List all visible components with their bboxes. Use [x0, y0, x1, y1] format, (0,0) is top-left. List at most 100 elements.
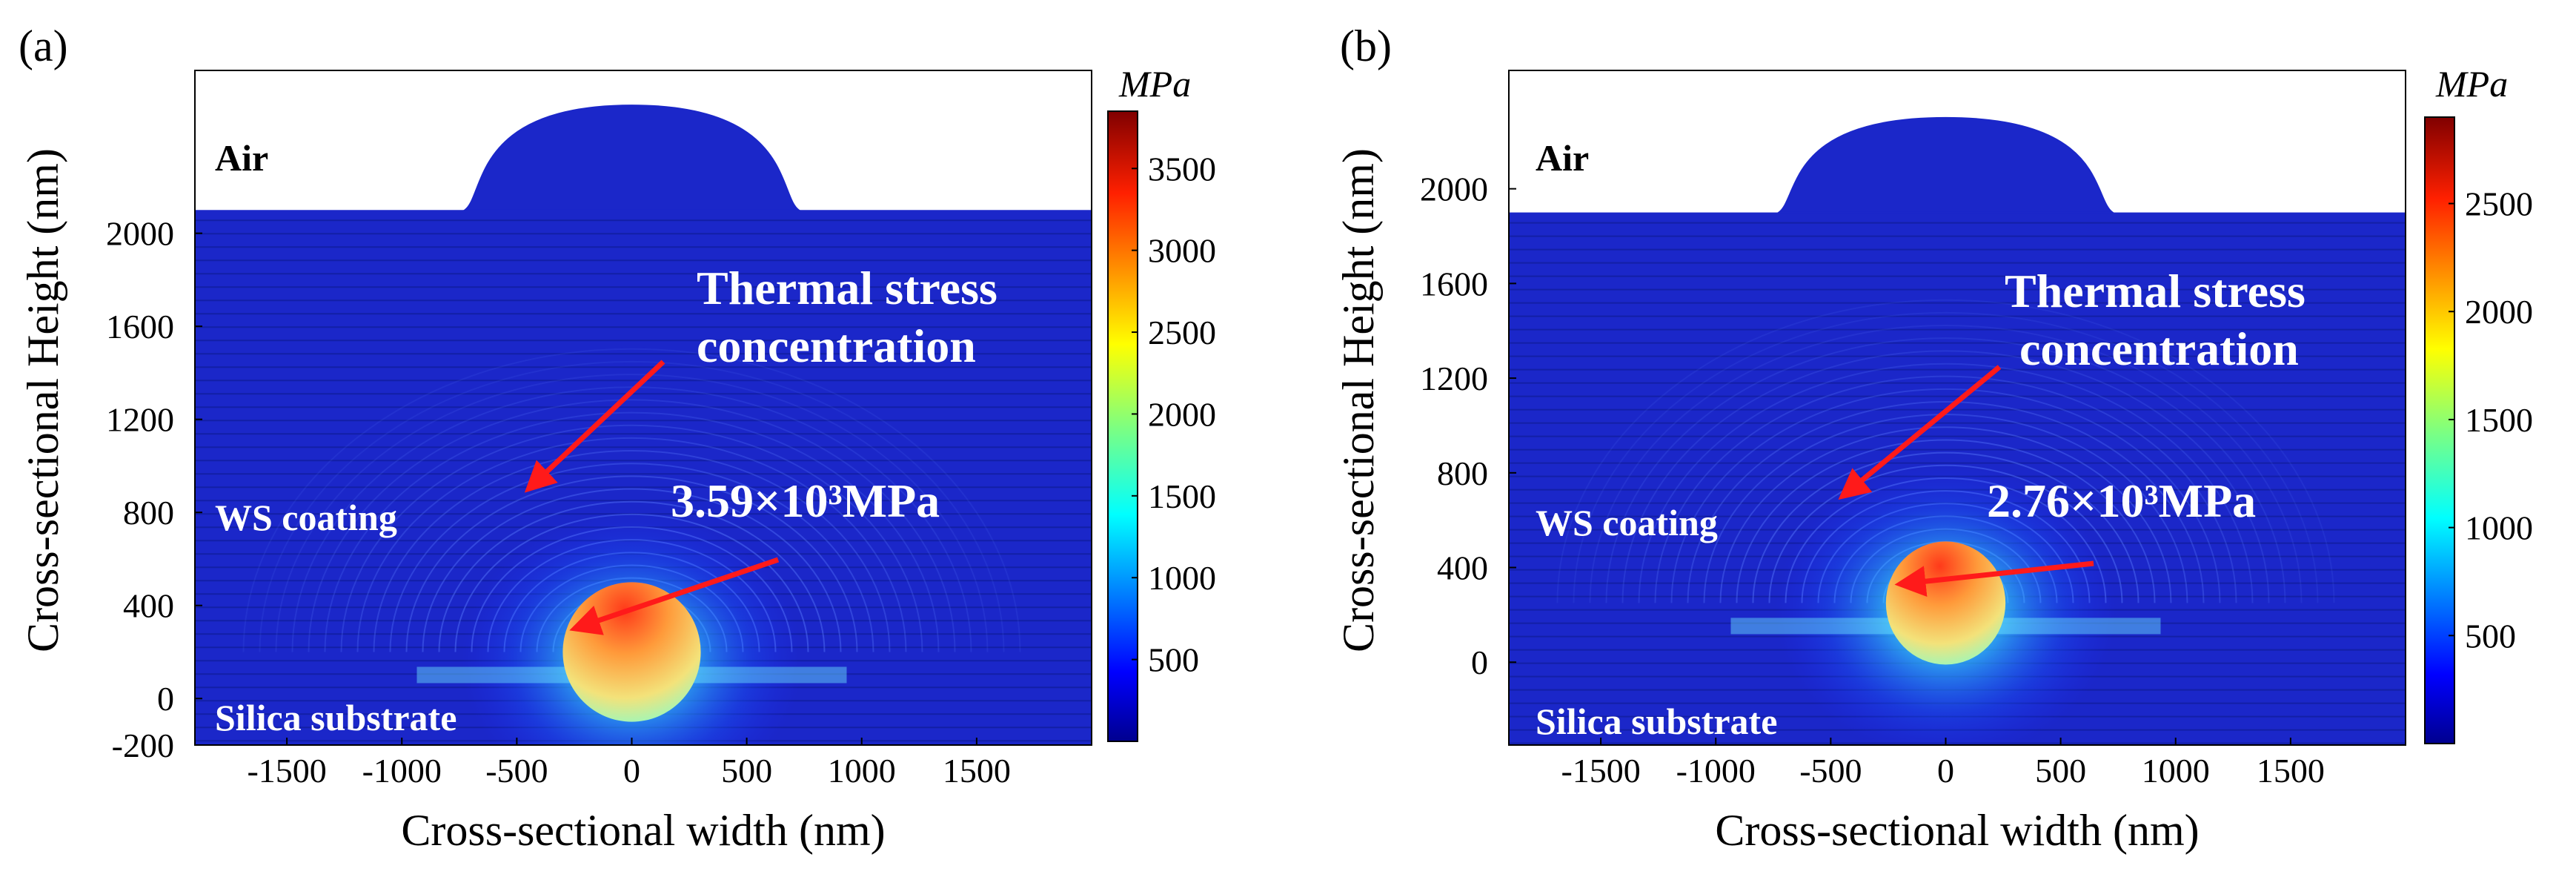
- contour-arc: [259, 360, 1005, 652]
- contour-arc: [373, 450, 891, 652]
- contour-arc: [275, 374, 989, 652]
- x-tick-label: -1500: [1561, 752, 1640, 790]
- x-tick-label: -500: [1799, 752, 1862, 790]
- annotation-stress-line2: concentration: [2019, 322, 2299, 375]
- y-tick-label: 0: [157, 680, 174, 718]
- x-axis-label: Cross-sectional width (nm): [401, 806, 885, 855]
- panel-a: -1500 -1000 -500 0 500 1000 1500 -200 0 400 800 120…: [19, 21, 1216, 855]
- y-axis-label: Cross-sectional Height (nm): [1334, 148, 1383, 652]
- x-tick-label: 500: [2035, 752, 2086, 790]
- panel-label: (a): [19, 21, 68, 70]
- x-axis-label: Cross-sectional width (nm): [1715, 806, 2199, 855]
- contour-arc: [1621, 350, 2270, 603]
- plot-border: [194, 70, 1092, 746]
- x-tick-label: 0: [1937, 752, 1954, 790]
- colorbar-tick-label: 500: [2465, 617, 2516, 655]
- contour-arc: [438, 500, 826, 652]
- annotation-peak-value: 2.76×10³MPa: [1987, 474, 2256, 527]
- colorbar-tick-label: 1000: [2465, 509, 2533, 547]
- contour-arcs: [1556, 299, 2335, 603]
- substrate-label: Silica substrate: [1536, 701, 1777, 742]
- y-axis-label: Cross-sectional Height (nm): [19, 148, 67, 652]
- arrow-stress-concentration: [1838, 365, 2002, 500]
- y-tick-label: -200: [112, 727, 174, 764]
- panel-label: (b): [1340, 21, 1392, 70]
- contour-arc: [1573, 311, 2319, 603]
- arrow-stress-concentration: [524, 360, 665, 493]
- annotation-peak-value: 3.59×10³MPa: [671, 474, 940, 527]
- hotspot: [1885, 541, 2006, 665]
- plot-border: [1508, 70, 2406, 746]
- colorbar-unit: MPa: [1118, 63, 1191, 105]
- contour-arc: [422, 488, 842, 652]
- air-label: Air: [215, 137, 268, 179]
- x-tick-label: 1500: [2257, 752, 2325, 790]
- arrow-peak-value: [569, 557, 780, 635]
- y-tick-label: 800: [1437, 454, 1488, 492]
- contour-arc: [1605, 337, 2286, 603]
- y-tick-label: 800: [123, 494, 174, 532]
- x-tick-label: -1000: [1676, 752, 1756, 790]
- plot-area: [1509, 70, 2406, 745]
- bump-region: [1776, 116, 2115, 214]
- x-tick-label: 1500: [943, 752, 1011, 790]
- contour-arc: [356, 437, 907, 652]
- annotation-stress-line1: Thermal stress: [697, 262, 997, 314]
- colorbar-gradient: [2424, 116, 2455, 744]
- x-tick-label: 1000: [828, 752, 896, 790]
- x-tick-label: 500: [721, 752, 772, 790]
- y-tick-label: 400: [1437, 549, 1488, 587]
- x-tick-label: 0: [623, 752, 640, 790]
- y-tick-label: 1600: [106, 308, 174, 345]
- contour-arc: [1752, 451, 2140, 603]
- coating-layers: [195, 219, 1092, 742]
- colorbar-tick-label: 2000: [1148, 395, 1216, 433]
- contour-arc: [291, 386, 972, 652]
- colorbar: 500 1000 1500 2000 2500 3000 3500 MPa: [1107, 63, 1216, 742]
- contour-arc: [405, 475, 858, 652]
- contour-arc: [324, 411, 940, 652]
- contour-arc: [340, 424, 923, 652]
- x-tick-label: -500: [485, 752, 548, 790]
- contour-arc: [1736, 439, 2156, 603]
- colorbar-unit: MPa: [2435, 63, 2508, 105]
- colorbar: 500 1000 1500 2000 2500 MPa: [2424, 63, 2533, 744]
- y-tick-label: 1600: [1420, 265, 1488, 302]
- ws-coating-label: WS coating: [1536, 502, 1718, 543]
- contour-arc: [1589, 325, 2303, 603]
- colorbar-tick-label: 2500: [1148, 314, 1216, 351]
- hotspot: [562, 582, 701, 722]
- air-label: Air: [1536, 137, 1589, 179]
- y-tick-label: 2000: [1420, 171, 1488, 208]
- y-tick-label: 1200: [1420, 360, 1488, 397]
- colorbar-tick-label: 3000: [1148, 232, 1216, 270]
- annotation-stress-line2: concentration: [697, 320, 976, 372]
- contour-arc: [1638, 363, 2254, 603]
- colorbar-tick-label: 1000: [1148, 559, 1216, 597]
- x-tick-label: 1000: [2142, 752, 2210, 790]
- contour-arc: [1719, 426, 2172, 603]
- contour-arc: [1687, 401, 2205, 603]
- colorbar-gradient: [1107, 110, 1138, 742]
- contour-arc: [1670, 388, 2221, 603]
- colorbar-tick-label: 500: [1148, 641, 1199, 679]
- arrow-peak-value: [1894, 560, 2094, 598]
- x-tick-label: -1000: [362, 752, 442, 790]
- colorbar-tick-label: 1500: [1148, 477, 1216, 515]
- colorbar-tick-label: 2500: [2465, 185, 2533, 223]
- colorbar-tick-label: 3500: [1148, 150, 1216, 188]
- annotation-stress-line1: Thermal stress: [2005, 265, 2306, 317]
- contour-arc: [1654, 375, 2237, 603]
- y-tick-label: 0: [1471, 643, 1488, 681]
- contour-arc: [308, 399, 956, 652]
- ws-coating-label: WS coating: [215, 497, 397, 538]
- y-tick-label: 400: [123, 587, 174, 625]
- contour-arc: [242, 348, 1021, 652]
- x-tick-label: -1500: [247, 752, 326, 790]
- colorbar-tick-label: 2000: [2465, 293, 2533, 331]
- colorbar-tick-label: 1500: [2465, 401, 2533, 439]
- y-tick-label: 1200: [106, 401, 174, 439]
- substrate-label: Silica substrate: [215, 697, 457, 738]
- y-tick-label: 2000: [106, 215, 174, 253]
